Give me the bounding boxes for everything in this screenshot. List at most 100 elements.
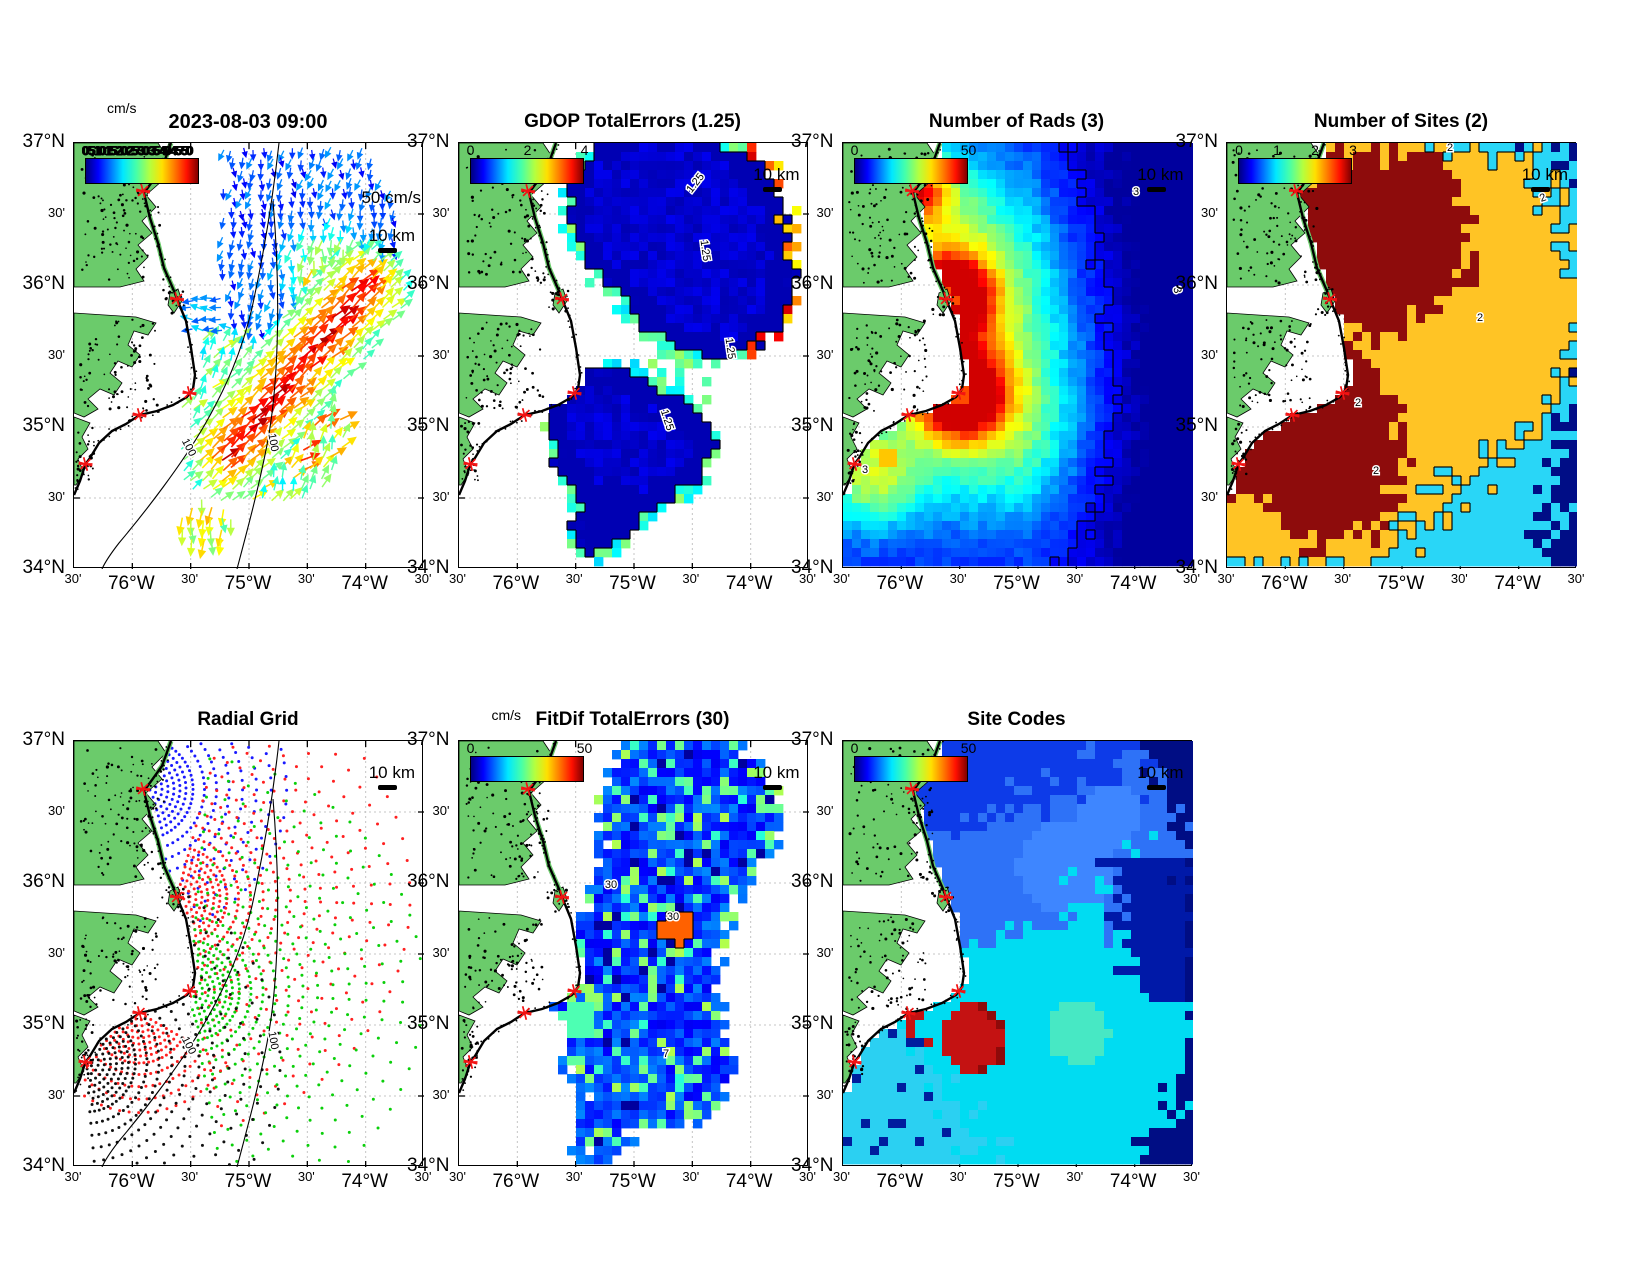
vector-head [208, 335, 217, 345]
speckle-dot [897, 334, 901, 339]
heatmap-cell [602, 530, 612, 540]
speckle-dot [540, 190, 543, 192]
vector-head [336, 294, 347, 305]
vector-head [326, 378, 336, 388]
heatmap-cell [1022, 557, 1032, 567]
vector-head [338, 172, 345, 181]
heatmap-cell [923, 440, 933, 450]
heatmap-cell [1175, 296, 1185, 306]
vector-shaft [242, 449, 252, 459]
heatmap-cell [638, 413, 648, 423]
heatmap-cell [986, 413, 996, 423]
vector-head [196, 437, 206, 446]
heatmap-cell [674, 458, 684, 468]
heatmap-cell [665, 278, 675, 288]
heatmap-cell [647, 512, 657, 522]
vector-shaft [261, 381, 274, 390]
heatmap-cell [1157, 305, 1167, 315]
heatmap-cell [575, 458, 585, 468]
vector-shaft [359, 147, 363, 155]
vector-head [185, 459, 194, 469]
speckle-dot [117, 320, 120, 323]
heatmap-cell [1148, 242, 1158, 252]
heatmap-cell [1022, 152, 1032, 162]
vector-shaft [261, 461, 271, 469]
heatmap-cell [950, 494, 960, 504]
heatmap-cell [1166, 503, 1176, 513]
heatmap-cell [1148, 305, 1158, 315]
vector-head [264, 304, 271, 313]
vector-shaft [223, 432, 234, 442]
heatmap-cell [1148, 152, 1158, 162]
heatmap-cell [692, 161, 702, 171]
vector-head [306, 287, 316, 296]
heatmap-cell [1085, 503, 1095, 513]
speckle-dot [476, 475, 478, 477]
heatmap-cell [557, 422, 567, 432]
heatmap-cell [746, 143, 756, 153]
heatmap-cell [548, 413, 558, 423]
heatmap-cell [959, 314, 969, 324]
heatmap-cell [1112, 260, 1122, 270]
heatmap-cell [1094, 494, 1104, 504]
vector-shaft [242, 479, 250, 488]
heatmap-cell [611, 152, 621, 162]
heatmap-cell [629, 422, 639, 432]
speckle-dot [869, 362, 873, 366]
heatmap-cell [584, 188, 594, 198]
heatmap-cell [1112, 359, 1122, 369]
heatmap-cell [959, 242, 969, 252]
speckle-dot [890, 279, 893, 282]
heatmap-cell [755, 242, 765, 252]
heatmap-cell [1121, 548, 1131, 558]
heatmap-cell [611, 467, 621, 477]
heatmap-cell [977, 287, 987, 297]
heatmap-cell [611, 215, 621, 225]
vector-head [202, 336, 210, 346]
heatmap-cell [629, 440, 639, 450]
heatmap-cell [923, 233, 933, 243]
heatmap-cell [1157, 269, 1167, 279]
speckle-dot [154, 329, 156, 332]
heatmap-cell [1076, 287, 1086, 297]
heatmap-cell [1031, 233, 1041, 243]
heatmap-cell [1175, 179, 1185, 189]
vector-shaft [291, 368, 301, 380]
heatmap-cell [1076, 395, 1086, 405]
speckle-dot [867, 267, 870, 270]
vector-shaft [301, 310, 310, 320]
heatmap-cell [1112, 278, 1122, 288]
speckle-dot [565, 295, 568, 298]
heatmap-cell [851, 485, 861, 495]
vector-head [244, 344, 254, 354]
speckle-dot [467, 420, 470, 423]
speckle-dot [536, 389, 539, 392]
vector-shaft [301, 381, 312, 391]
vector-head [214, 487, 224, 496]
vector-shaft [290, 458, 300, 469]
vector-shaft [222, 394, 231, 402]
vector-head [345, 225, 353, 235]
heatmap-cell [719, 233, 729, 243]
speckle-dot [96, 343, 99, 346]
vector-shaft [372, 262, 383, 271]
heatmap-cell [1148, 467, 1158, 477]
vector-shaft [321, 331, 334, 342]
heatmap-cell [593, 521, 603, 531]
heatmap-cell [1157, 296, 1167, 306]
vector-shaft [181, 400, 190, 409]
heatmap-cell [719, 179, 729, 189]
heatmap-cell [1022, 395, 1032, 405]
heatmap-cell [977, 350, 987, 360]
heatmap-cell [674, 476, 684, 486]
heatmap-cell [602, 422, 612, 432]
heatmap-cell [1175, 422, 1185, 432]
heatmap-cell [1157, 170, 1167, 180]
heatmap-cell [575, 521, 585, 531]
speckle-dot [129, 387, 132, 391]
heatmap-cell [1112, 530, 1122, 540]
speckle-dot [881, 229, 884, 232]
heatmap-cell [611, 179, 621, 189]
heatmap-cell [1139, 143, 1149, 153]
heatmap-cell [1094, 170, 1104, 180]
